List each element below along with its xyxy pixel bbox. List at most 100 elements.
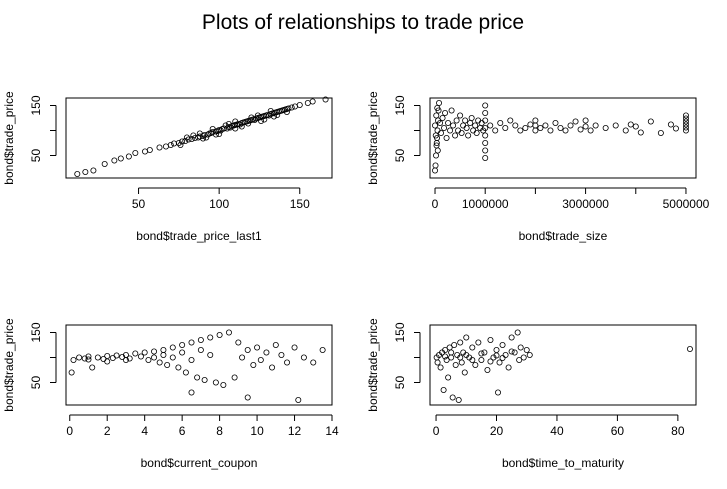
data-point [482, 102, 489, 109]
data-point [487, 122, 494, 129]
data-point [177, 141, 184, 148]
data-point [167, 141, 174, 148]
data-point [254, 112, 261, 119]
data-point [169, 354, 176, 361]
data-point [235, 339, 242, 346]
data-point [104, 352, 111, 359]
data-point [185, 136, 192, 143]
data-point [632, 123, 639, 130]
y-axis-label: bond$trade_price [366, 91, 380, 185]
data-point [478, 350, 485, 357]
data-point [482, 125, 489, 132]
data-point [204, 131, 211, 138]
data-point [523, 346, 530, 353]
data-point [612, 122, 619, 129]
scatter-panel-current-coupon: 0 2 4 6 8 10 12 14 50 150 bond$current_coupon bon… [2, 318, 339, 470]
data-point [296, 102, 303, 109]
y-tick-label: 150 [29, 95, 43, 115]
data-point [497, 120, 504, 127]
data-point [637, 129, 644, 136]
data-point [567, 122, 574, 129]
data-point [89, 364, 96, 371]
data-point [442, 353, 449, 360]
data-point [295, 396, 302, 403]
point-group [68, 329, 326, 403]
data-point [562, 127, 569, 134]
data-point [82, 168, 89, 175]
data-point [197, 336, 204, 343]
data-point [475, 117, 482, 124]
data-point [577, 126, 584, 133]
data-point [269, 364, 276, 371]
data-point [505, 364, 512, 371]
data-point [132, 149, 139, 156]
data-point [686, 345, 693, 352]
data-point [85, 353, 92, 360]
x-tick-label: 40 [550, 424, 564, 438]
data-point [582, 123, 589, 130]
data-point [442, 110, 449, 117]
plot-frame [65, 324, 333, 406]
data-point [216, 331, 223, 338]
data-point [203, 134, 210, 141]
data-point [622, 127, 629, 134]
data-point [68, 369, 75, 376]
data-point [458, 359, 465, 366]
x-tick-label: 4 [141, 424, 148, 438]
data-point [179, 349, 186, 356]
x-tick-label: 14 [325, 424, 339, 438]
data-point [232, 125, 239, 132]
data-point [487, 358, 494, 365]
data-point [145, 356, 152, 363]
data-point [443, 134, 450, 141]
data-point [207, 334, 214, 341]
x-axis-label: bond$trade_price_last1 [136, 229, 262, 243]
tick-group: 0 2 4 6 8 10 12 14 50 150 [29, 322, 339, 438]
x-axis-label: bond$time_to_maturity [502, 456, 624, 470]
x-tick-label: 10 [250, 424, 264, 438]
data-point [526, 351, 533, 358]
data-point [70, 356, 77, 363]
data-point [109, 354, 116, 361]
data-point [117, 155, 124, 162]
data-point [532, 127, 539, 134]
tick-group: 0 20 40 60 80 50 150 [393, 322, 685, 438]
scatter-panel-trade-size: 0 1000000 3000000 5000000 50 150 bond$trade_s… [366, 91, 710, 243]
data-point [190, 132, 197, 139]
data-point [507, 117, 514, 124]
x-tick-label: 6 [179, 424, 186, 438]
data-point [572, 118, 579, 125]
data-point [447, 127, 454, 134]
data-point [511, 349, 518, 356]
data-point [254, 344, 261, 351]
data-point [257, 356, 264, 363]
plot-frame [65, 97, 333, 179]
data-point [300, 354, 307, 361]
data-point [449, 394, 456, 401]
data-point [499, 354, 506, 361]
x-tick-label: 50 [132, 197, 146, 211]
data-point [288, 104, 295, 111]
data-point [141, 349, 148, 356]
data-point [627, 121, 634, 128]
data-point [484, 366, 491, 373]
point-group [433, 329, 693, 403]
data-point [433, 139, 440, 146]
data-point [457, 354, 464, 361]
y-tick-label: 150 [393, 95, 407, 115]
data-point [104, 358, 111, 365]
data-point [522, 125, 529, 132]
data-point [94, 354, 101, 361]
data-point [137, 353, 144, 360]
data-point [527, 121, 534, 128]
data-point [231, 374, 238, 381]
data-point [433, 112, 440, 119]
plot-frame [429, 324, 697, 406]
data-point [304, 100, 311, 107]
y-tick-label: 50 [393, 376, 407, 390]
data-point [458, 129, 465, 136]
data-point [433, 152, 440, 159]
data-point [557, 125, 564, 132]
data-point [160, 351, 167, 358]
data-point [462, 117, 469, 124]
